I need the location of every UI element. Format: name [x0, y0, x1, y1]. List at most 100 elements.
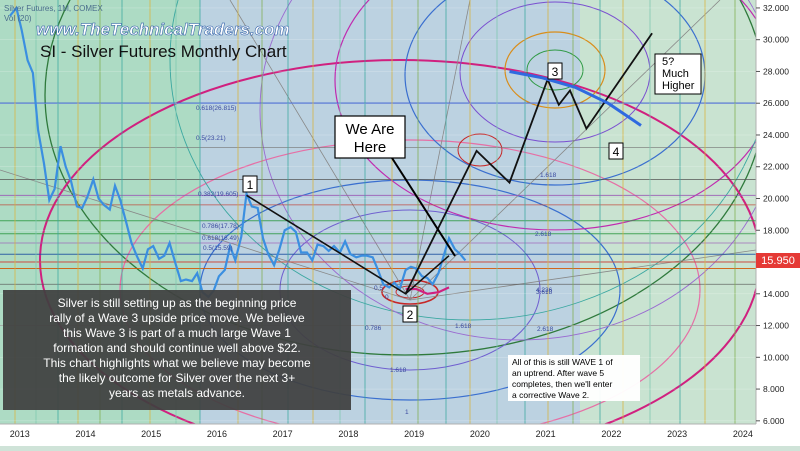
wave-note-background	[508, 355, 640, 401]
gray-diagonal-5	[409, 249, 757, 301]
fib-label: 1	[405, 409, 409, 416]
y-tick-label: 10.000	[763, 352, 789, 362]
series-layer	[9, 5, 653, 299]
x-tick-label: 2017	[273, 429, 293, 439]
y-tick-label: 24.000	[763, 130, 789, 140]
volume-legend: Vol (20)	[4, 14, 32, 23]
y-tick-label: 32.000	[763, 3, 789, 13]
fib-label: 0.5(23.21)	[196, 135, 226, 142]
x-axis: 2013 2014 2015 2016 2017 2018 2019 2020 2021 2022…	[10, 429, 753, 439]
price-tag-box	[756, 253, 800, 268]
y-tick-label: 18.000	[763, 225, 789, 235]
projection-line	[404, 32, 653, 295]
commentary-line-1: Silver is still setting up as the beginn…	[58, 296, 297, 310]
time-lines	[14, 0, 736, 424]
fib-label: 3.618	[536, 289, 553, 296]
time-axis-background	[0, 424, 800, 446]
website-title: www.TheTechnicalTraders.com	[36, 20, 290, 39]
wave-2-label: 2	[402, 305, 418, 323]
gray-diagonal-2	[409, 0, 471, 301]
commentary-line-7: years as metals advance.	[109, 386, 245, 400]
wave-note-line-4: a corrective Wave 2.	[512, 390, 589, 400]
magenta-base-line	[405, 286, 450, 295]
wave-note-line-2: an uptrend. After wave 5	[512, 368, 604, 378]
commentary-line-4: formation and should continue well above…	[53, 341, 301, 355]
x-tick-label: 2020	[470, 429, 490, 439]
wave-2-box	[402, 305, 418, 323]
commentary-box: Silver is still setting up as the beginn…	[3, 290, 351, 410]
gray-diagonal-1	[229, 0, 411, 301]
y-tick-label: 26.000	[763, 98, 789, 108]
wave-5-box	[654, 53, 702, 95]
x-tick-label: 2014	[75, 429, 95, 439]
wave-4-box	[608, 142, 624, 160]
we-are-here-line-1: We Are	[346, 121, 395, 138]
fib-label: 0.5(15.59)	[203, 245, 233, 252]
orange-upper-ellipse	[504, 31, 606, 109]
fib-label: 1.618	[540, 172, 557, 179]
wave-note-box: All of this is still WAVE 1 of an uptren…	[508, 355, 640, 401]
red-upper-ellipse	[457, 133, 503, 167]
fib-label: 1.618	[455, 323, 472, 330]
wave-5-line-1: 5?	[662, 56, 674, 68]
wave-5-label: 5? Much Higher	[654, 53, 702, 95]
we-are-here-box	[334, 115, 406, 159]
y-axis: 6.0008.00010.00012.00014.00016.00018.000…	[756, 3, 789, 426]
commentary-line-2: rally of a Wave 3 upside price move. We …	[49, 311, 305, 325]
y-tick-label: 28.000	[763, 66, 789, 76]
commentary-line-5: This chart highlights what we believe ma…	[43, 356, 311, 370]
fib-label: 0.618(16.49)	[202, 235, 239, 242]
price-axis-background	[756, 0, 800, 446]
fib-label: 0.786(17.78)	[202, 223, 239, 230]
current-price-tag: 15.950	[756, 253, 800, 268]
wave-3-box	[547, 62, 563, 80]
x-tick-label: 2018	[338, 429, 358, 439]
y-tick-label: 30.000	[763, 35, 789, 45]
fib-text-labels: 0.618(26.815) 0.5(23.21) 0.382(19.605) 0.78…	[196, 105, 557, 416]
we-are-here-pointer	[391, 157, 456, 257]
instrument-legend: Silver Futures, 1M, COMEX	[4, 4, 103, 13]
wave-4-text: 4	[613, 145, 620, 159]
commentary-line-6: the likely outcome for Silver over the n…	[59, 371, 295, 385]
green-upper-ellipse	[526, 49, 584, 91]
gray-diagonal-4	[0, 169, 411, 301]
we-are-here-callout: We Are Here	[334, 115, 456, 257]
x-tick-label: 2024	[733, 429, 753, 439]
fib-label: 0.618(26.815)	[196, 105, 236, 112]
y-tick-label: 20.000	[763, 194, 789, 204]
wave-1-text: 1	[247, 178, 254, 192]
fib-label: 2.618	[537, 326, 554, 333]
wave-note-line-3: completes, then we'll enter	[512, 379, 613, 389]
chart-title: SI - Silver Futures Monthly Chart	[40, 42, 287, 61]
wave-5-line-3: Higher	[662, 80, 695, 92]
x-tick-label: 2019	[404, 429, 424, 439]
y-tick-label: 8.000	[763, 384, 785, 394]
fib-label: 0.382(19.605)	[198, 191, 238, 198]
x-tick-label: 2023	[667, 429, 687, 439]
wave-2-text: 2	[407, 308, 414, 322]
y-tick-label: 12.000	[763, 321, 789, 331]
commentary-background	[3, 290, 351, 410]
fib-lines	[0, 102, 756, 326]
fib-label: 2.618	[535, 231, 552, 238]
commentary-line-3: this Wave 3 is part of a much large Wave…	[63, 326, 291, 340]
x-tick-label: 2021	[536, 429, 556, 439]
fib-label: 0.786	[365, 325, 382, 332]
fib-label: 4.236	[536, 287, 553, 294]
fib-label: 0	[385, 294, 389, 301]
price-tag-value: 15.950	[761, 255, 795, 267]
x-tick-label: 2015	[141, 429, 161, 439]
wave-3-text: 3	[552, 65, 559, 79]
y-tick-label: 14.000	[763, 289, 789, 299]
y-tick-label: 22.000	[763, 162, 789, 172]
x-tick-label: 2022	[601, 429, 621, 439]
y-tick-label: 6.000	[763, 416, 785, 426]
wave-note-line-1: All of this is still WAVE 1 of	[512, 357, 613, 367]
wave-1-box	[242, 175, 258, 193]
gray-diagonal-3	[409, 0, 721, 301]
x-tick-label: 2013	[10, 429, 30, 439]
fib-label: 0.5	[374, 285, 383, 292]
wave-5-line-2: Much	[662, 68, 689, 80]
